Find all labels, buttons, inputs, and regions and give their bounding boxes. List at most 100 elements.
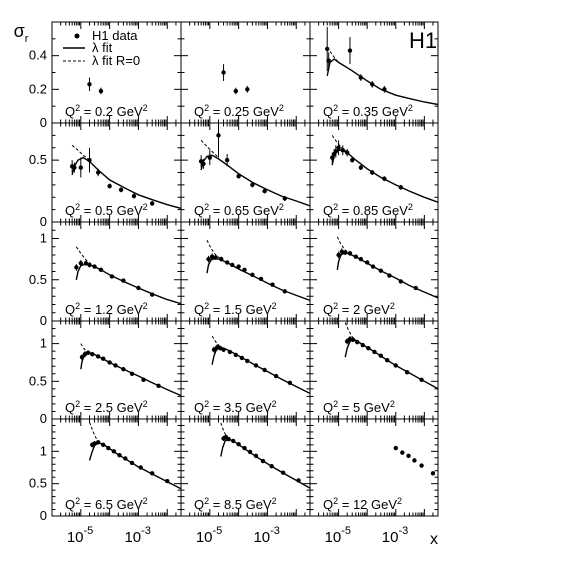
panel-plot-area (88, 422, 181, 490)
data-point (117, 453, 122, 458)
data-point (378, 268, 384, 273)
data-point (326, 58, 331, 63)
data-point (372, 349, 377, 355)
data-point (141, 377, 146, 382)
fit-curve (344, 339, 438, 390)
data-point (74, 265, 79, 270)
data-point (430, 471, 436, 476)
data-point (340, 148, 345, 153)
data-point (258, 276, 264, 282)
q2-label: Q2 = 12 GeV2 (323, 496, 402, 512)
data-point (404, 370, 410, 375)
panel-q2-0.65: Q2 = 0.65 GeV2 (180, 122, 311, 223)
data-point (387, 273, 392, 278)
data-point (224, 157, 230, 163)
data-point (413, 285, 418, 291)
data-point (296, 478, 301, 483)
panel-q2-2.5: Q2 = 2.5 GeV2 (51, 320, 182, 420)
legend-label-fit: λ fit (92, 40, 113, 55)
data-point (287, 380, 293, 386)
q2-value: = 0.65 GeV (209, 203, 279, 218)
data-point (111, 449, 117, 454)
data-point (207, 155, 213, 160)
fit-r0-curve (89, 422, 100, 443)
data-point (239, 355, 245, 361)
q2-value: = 8.5 GeV (209, 497, 272, 512)
fit-curve (336, 251, 438, 299)
fit-r0-curve (336, 236, 351, 254)
q2-value: = 0.85 GeV (338, 203, 408, 218)
x-tick-label: 10-5 (325, 525, 351, 546)
y-tick-label: 1 (40, 336, 47, 351)
y-tick-label: 0 (40, 508, 47, 523)
data-point (231, 438, 236, 444)
y-tick-label: 0.5 (29, 476, 47, 491)
y-tick-label: 1 (40, 231, 47, 246)
q2-label: Q2 = 0.65 GeV2 (194, 202, 284, 218)
data-point (336, 252, 341, 258)
panel-plot-area (325, 27, 438, 106)
data-point (344, 150, 350, 155)
data-point (121, 367, 126, 372)
data-point (107, 183, 112, 189)
q2-value: = 5 GeV (338, 400, 390, 415)
x-axis-label: x (430, 531, 438, 548)
data-point (78, 165, 84, 170)
fit-r0-curve (206, 239, 222, 260)
panel-q2-0.5: Q2 = 0.5 GeV2 (51, 122, 182, 223)
data-point (350, 337, 356, 343)
q2-label: Q2 = 2.5 GeV2 (65, 399, 148, 415)
panel-plot-area (211, 335, 310, 395)
panel-plot-area (79, 343, 181, 397)
data-point (250, 272, 255, 277)
data-point (282, 196, 287, 201)
panel-plot-area (336, 236, 438, 299)
data-point (211, 347, 217, 352)
legend: H1 data λ fit λ fit R=0 (63, 28, 140, 68)
legend-label-data: H1 data (92, 28, 138, 43)
q2-label: Q2 = 0.25 GeV2 (194, 103, 284, 119)
data-point (412, 458, 417, 463)
data-point (262, 367, 267, 373)
fit-curve (75, 263, 181, 305)
data-point (236, 174, 241, 179)
panel-plot-area (74, 246, 181, 305)
panel-q2-0.25: Q2 = 0.25 GeV2 (180, 21, 311, 124)
q2-label: Q2 = 0.35 GeV2 (323, 103, 413, 119)
panel-plot-area (220, 422, 310, 489)
data-point (360, 342, 365, 348)
data-point (406, 453, 411, 459)
data-point (339, 249, 345, 254)
panel-q2-1.2: Q2 = 1.2 GeV2 (51, 221, 182, 322)
data-point (347, 48, 353, 53)
data-point (262, 188, 267, 194)
fit-r0-curve (71, 144, 90, 161)
data-point (382, 176, 387, 181)
data-point (419, 463, 424, 468)
data-point (353, 254, 359, 259)
panel-plot-area (393, 445, 436, 476)
data-point (233, 88, 239, 94)
panel-q2-5: Q2 = 5 GeV2 (309, 320, 439, 420)
y-tick-label: 0 (40, 214, 47, 229)
fit-r0-curve (80, 343, 89, 353)
data-point (270, 282, 275, 287)
data-point (280, 470, 286, 475)
data-point (355, 339, 360, 345)
q2-label: Q2 = 3.5 GeV2 (194, 399, 277, 415)
panel-plot-area (221, 64, 250, 95)
data-point (419, 377, 424, 382)
data-point (221, 70, 226, 75)
q2-value: = 2 GeV (338, 302, 390, 317)
legend-marker-points (74, 33, 80, 39)
data-point (87, 82, 92, 87)
panel-q2-6.5: Q2 = 6.5 GeV2 (51, 418, 182, 517)
y-tick-label: 0.5 (29, 272, 47, 287)
data-point (400, 450, 405, 455)
fit-r0-curve (75, 246, 93, 266)
data-point (149, 471, 155, 476)
data-point (358, 256, 364, 262)
panel-plot-area (69, 144, 181, 210)
y-tick-label: 0.2 (29, 81, 47, 96)
